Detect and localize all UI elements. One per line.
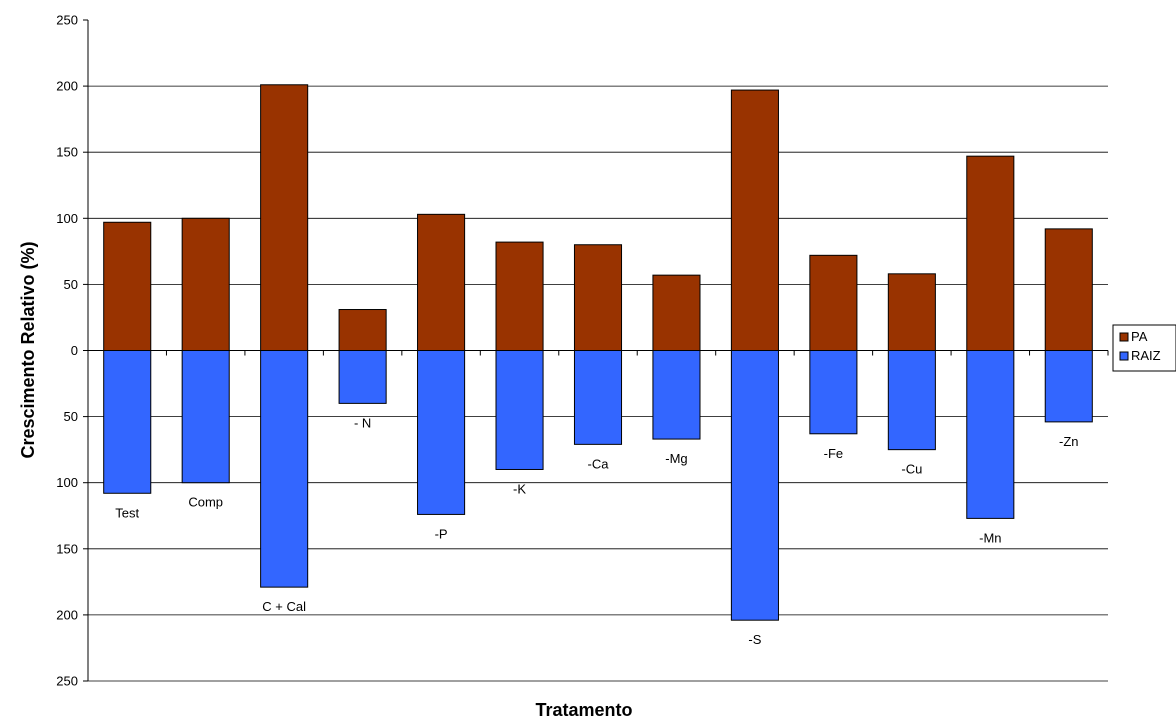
bar-pa — [653, 275, 700, 350]
bar-raiz — [339, 351, 386, 404]
category-label: -Mn — [979, 530, 1001, 545]
y-tick-label: 150 — [56, 541, 78, 556]
bar-pa — [888, 274, 935, 351]
bar-raiz — [182, 351, 229, 483]
x-axis-title: Tratamento — [535, 700, 632, 720]
category-label: -Ca — [588, 456, 610, 471]
bar-raiz — [261, 351, 308, 588]
category-label: - N — [354, 415, 371, 430]
bar-raiz — [731, 351, 778, 621]
y-tick-label: 50 — [64, 409, 78, 424]
bar-pa — [810, 255, 857, 350]
category-labels: Test Comp C + Cal - N -P -K -Ca -Mg -S -Fe -Cu -Mn -… — [115, 415, 1078, 647]
legend-label: RAIZ — [1131, 348, 1161, 363]
legend-swatch — [1120, 352, 1128, 360]
bars — [104, 85, 1093, 620]
category-label: -Mg — [665, 451, 687, 466]
category-label: -P — [435, 526, 448, 541]
bar-raiz — [888, 351, 935, 450]
bar-raiz — [418, 351, 465, 515]
axes: 250 200 150 100 50 0 50 100 150 200 250 — [56, 13, 1108, 689]
category-label: -S — [748, 632, 761, 647]
bar-pa — [418, 214, 465, 350]
bar-raiz — [810, 351, 857, 434]
bar-raiz — [496, 351, 543, 470]
bar-raiz — [1045, 351, 1092, 422]
legend-label: PA — [1131, 329, 1148, 344]
category-label: Test — [115, 505, 139, 520]
category-label: -Fe — [824, 446, 844, 461]
bar-raiz — [653, 351, 700, 440]
y-tick-label: 150 — [56, 145, 78, 160]
bar-pa — [496, 242, 543, 350]
category-label: -K — [513, 481, 526, 496]
bar-pa — [574, 245, 621, 351]
bar-pa — [104, 222, 151, 350]
y-tick-label: 100 — [56, 475, 78, 490]
bar-pa — [182, 218, 229, 350]
category-label: -Cu — [901, 462, 922, 477]
legend-swatch — [1120, 333, 1128, 341]
bar-pa — [339, 310, 386, 351]
y-axis-title: Crescimento Relativo (%) — [18, 241, 38, 458]
bar-raiz — [104, 351, 151, 494]
bar-pa — [967, 156, 1014, 350]
category-label: C + Cal — [262, 599, 306, 614]
bar-pa — [261, 85, 308, 351]
y-tick-label: 250 — [56, 13, 78, 28]
y-tick-label: 200 — [56, 79, 78, 94]
y-tick-label: 250 — [56, 674, 78, 689]
bar-pa — [731, 90, 778, 350]
y-tick-label: 50 — [64, 277, 78, 292]
category-label: -Zn — [1059, 434, 1079, 449]
bar-raiz — [967, 351, 1014, 519]
category-label: Comp — [188, 495, 223, 510]
y-tick-label: 200 — [56, 607, 78, 622]
legend: PA RAIZ — [1113, 325, 1176, 371]
y-tick-label: 100 — [56, 211, 78, 226]
bar-raiz — [574, 351, 621, 445]
y-tick-label: 0 — [71, 343, 78, 358]
bar-pa — [1045, 229, 1092, 351]
